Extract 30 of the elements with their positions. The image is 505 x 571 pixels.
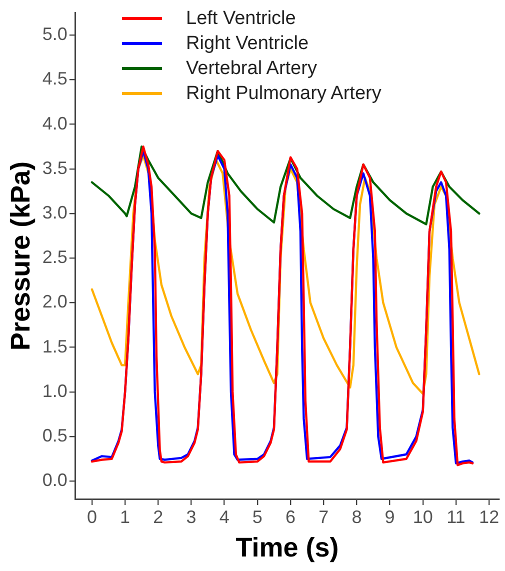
x-tick-label: 12: [479, 506, 500, 527]
x-tick-label: 8: [352, 506, 362, 527]
legend-label: Right Pulmonary Artery: [186, 82, 382, 106]
y-tick-label: 5.0: [42, 24, 68, 44]
y-tick-label: 0.0: [42, 470, 68, 490]
x-tick-label: 7: [318, 506, 329, 527]
x-tick-label: 1: [120, 506, 130, 527]
x-tick-label: 2: [153, 506, 164, 527]
x-tick-label: 3: [186, 506, 196, 527]
legend-label: Vertebral Artery: [186, 57, 317, 81]
y-axis-title: Pressure (kPa): [6, 161, 36, 350]
x-tick-label: 0: [86, 506, 97, 527]
legend-label: Right Ventricle: [186, 32, 309, 56]
y-tick-label: 4.5: [42, 68, 68, 89]
x-tick-label: 6: [286, 506, 296, 527]
y-tick-label: 1.5: [42, 336, 68, 356]
y-tick-label: 3.0: [42, 202, 68, 222]
x-tick-label: 4: [219, 506, 230, 527]
y-tick-label: 2.5: [42, 247, 68, 268]
y-tick-label: 0.5: [42, 426, 68, 446]
x-tick-label: 5: [252, 506, 262, 527]
x-tick-label: 9: [384, 506, 395, 527]
y-tick-label: 2.0: [42, 292, 68, 312]
legend-label: Left Ventricle: [186, 7, 296, 31]
x-axis-title: Time (s): [236, 532, 339, 562]
y-tick-label: 4.0: [42, 113, 68, 134]
y-tick-label: 1.0: [42, 380, 68, 401]
y-tick-label: 3.5: [42, 158, 68, 178]
x-tick-label: 10: [412, 506, 433, 527]
x-tick-label: 11: [446, 506, 466, 527]
